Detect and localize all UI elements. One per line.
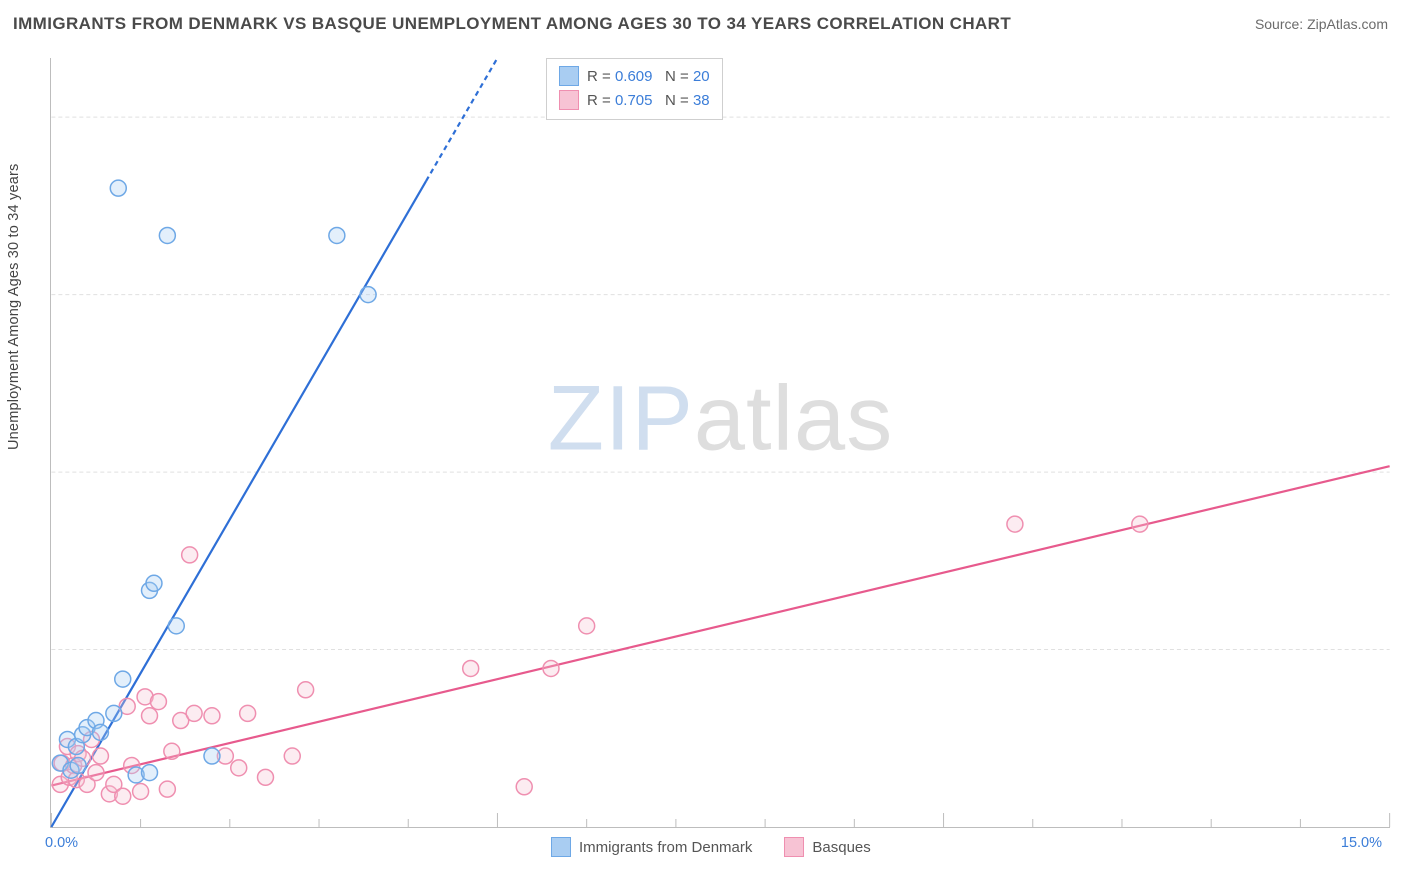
legend-row-denmark: R = 0.609 N = 20 [559,64,710,88]
y-axis-label: Unemployment Among Ages 30 to 34 years [6,164,22,450]
chart-container: IMMIGRANTS FROM DENMARK VS BASQUE UNEMPL… [0,0,1406,892]
legend-text-basques: R = 0.705 N = 38 [587,92,710,109]
legend-row-basques: R = 0.705 N = 38 [559,88,710,112]
legend-swatch-basques [559,90,579,110]
series-legend: Immigrants from Denmark Basques [551,837,871,857]
legend-item-basques: Basques [784,837,870,857]
legend-swatch-denmark [559,66,579,86]
legend-label-basques: Basques [812,839,870,856]
correlation-legend-box: R = 0.609 N = 20 R = 0.705 N = 38 [546,58,723,120]
x-tick-label-15: 15.0% [1341,835,1382,851]
legend-swatch-denmark-2 [551,837,571,857]
legend-item-denmark: Immigrants from Denmark [551,837,752,857]
legend-label-denmark: Immigrants from Denmark [579,839,752,856]
scatter-svg [51,58,1390,827]
chart-title: IMMIGRANTS FROM DENMARK VS BASQUE UNEMPL… [13,14,1011,34]
legend-text-denmark: R = 0.609 N = 20 [587,68,710,85]
plot-area: ZIPatlas R = 0.609 N = 20 R = 0.705 N = … [50,58,1390,828]
x-tick-label-0: 0.0% [45,835,78,851]
legend-swatch-basques-2 [784,837,804,857]
source-attribution: Source: ZipAtlas.com [1255,16,1388,32]
